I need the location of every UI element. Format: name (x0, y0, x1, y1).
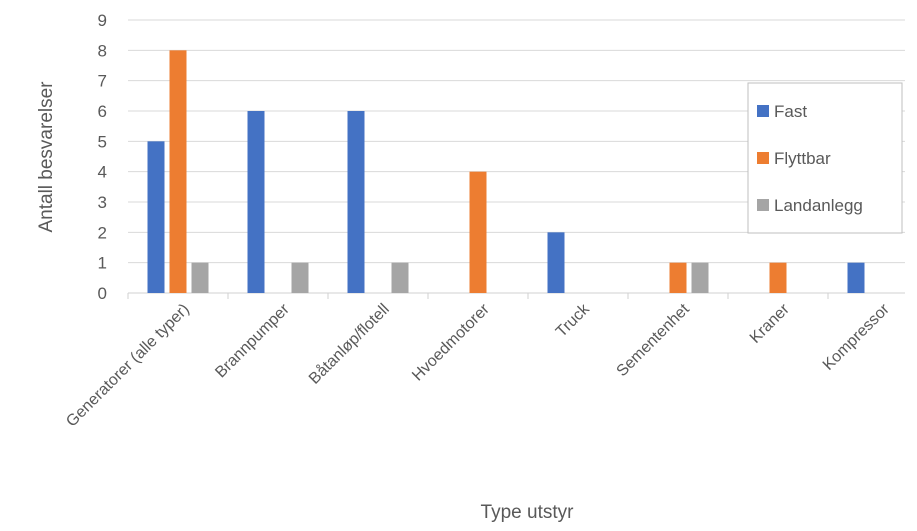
bar-landanlegg-2 (391, 262, 409, 293)
x-axis-ticks (127, 293, 829, 299)
legend-label-landanlegg: Landanlegg (774, 196, 863, 215)
legend-swatch-fast (757, 105, 769, 117)
bar-landanlegg-1 (291, 262, 309, 293)
category-label: Truck (553, 300, 594, 341)
legend-swatch-flyttbar (757, 152, 769, 164)
y-axis-title: Antall besvarelser (36, 81, 57, 233)
y-tick-label: 8 (98, 41, 107, 60)
category-label: Hvoedmotorer (409, 300, 493, 384)
y-tick-label: 2 (98, 223, 107, 242)
y-axis-ticks: 0 1 2 3 4 5 6 7 8 9 (98, 11, 107, 303)
y-tick-label: 1 (98, 254, 107, 273)
category-label: Brannpumper (212, 300, 293, 381)
y-tick-label: 6 (98, 102, 107, 121)
y-tick-label: 0 (98, 284, 107, 303)
legend-label-fast: Fast (774, 102, 807, 121)
bar-fast-4 (547, 232, 565, 293)
legend-swatch-landanlegg (757, 199, 769, 211)
y-tick-label: 5 (98, 132, 107, 151)
bar-landanlegg-5 (691, 262, 709, 293)
category-label: Sementenhet (613, 300, 693, 380)
category-label: Generatorer (alle typer) (63, 301, 193, 431)
x-axis-title: Type utstyr (481, 502, 575, 523)
y-tick-label: 4 (98, 163, 107, 182)
bar-fast-7 (847, 262, 865, 293)
legend-label-flyttbar: Flyttbar (774, 149, 831, 168)
bar-flyttbar-6 (769, 262, 787, 293)
bar-flyttbar-5 (669, 262, 687, 293)
bar-fast-2 (347, 111, 365, 293)
bar-flyttbar-3 (469, 171, 487, 293)
category-label: Kompressor (820, 300, 893, 373)
bar-flyttbar-0 (169, 50, 187, 294)
legend-box (747, 82, 903, 234)
y-tick-label: 7 (98, 72, 107, 91)
category-label: Kraner (747, 300, 793, 346)
category-label: Båtanløp/flotell (305, 300, 393, 388)
category-labels: Generatorer (alle typer) Brannpumper Båtan… (63, 300, 893, 430)
y-tick-label: 9 (98, 11, 107, 30)
bar-fast-0 (147, 141, 165, 293)
legend: Fast Flyttbar Landanlegg (747, 82, 903, 234)
y-tick-label: 3 (98, 193, 107, 212)
bar-landanlegg-0 (191, 262, 209, 293)
bars (147, 50, 865, 294)
bar-fast-1 (247, 111, 265, 293)
